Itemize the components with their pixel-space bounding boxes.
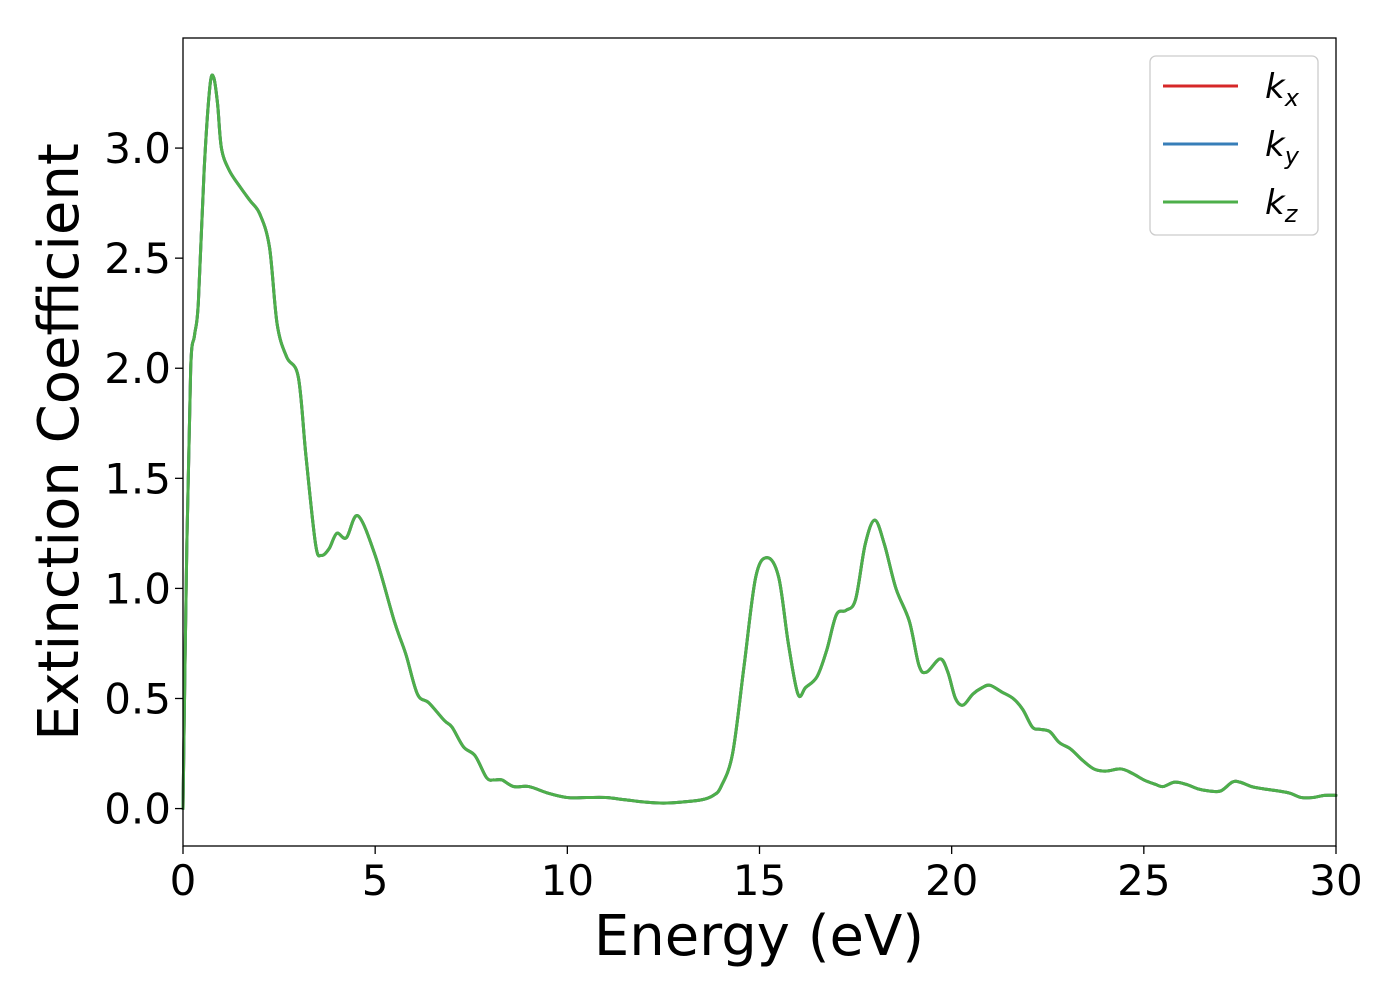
x-tick-label: 15 [733,856,786,905]
y-axis: 0.0 0.5 1.0 1.5 2.0 2.5 3.0 [104,124,183,834]
legend-label-kx: kx [1265,67,1300,112]
x-tick-label: 30 [1309,856,1362,905]
y-tick-label: 1.0 [104,564,171,613]
x-axis: 0 5 10 15 20 25 30 [170,846,1363,905]
x-tick-label: 25 [1117,856,1170,905]
series-line-kz [181,73,1338,811]
x-tick-label: 20 [925,856,978,905]
legend: kx ky kz [1149,55,1319,236]
y-axis-label: Extinction Coefficient [27,143,92,741]
y-tick-label: 2.0 [104,344,171,393]
x-tick-label: 0 [170,856,197,905]
y-tick-label: 0.0 [104,785,171,834]
y-tick-label: 2.5 [104,234,171,283]
y-tick-label: 0.5 [104,674,171,723]
x-tick-label: 10 [541,856,594,905]
series-layer [181,73,1338,811]
y-tick-label: 3.0 [104,124,171,173]
x-tick-label: 5 [362,856,389,905]
legend-label-ky: ky [1265,125,1300,170]
legend-label-kz: kz [1265,183,1299,228]
x-axis-label: Energy (eV) [594,904,924,969]
y-tick-label: 1.5 [104,454,171,503]
